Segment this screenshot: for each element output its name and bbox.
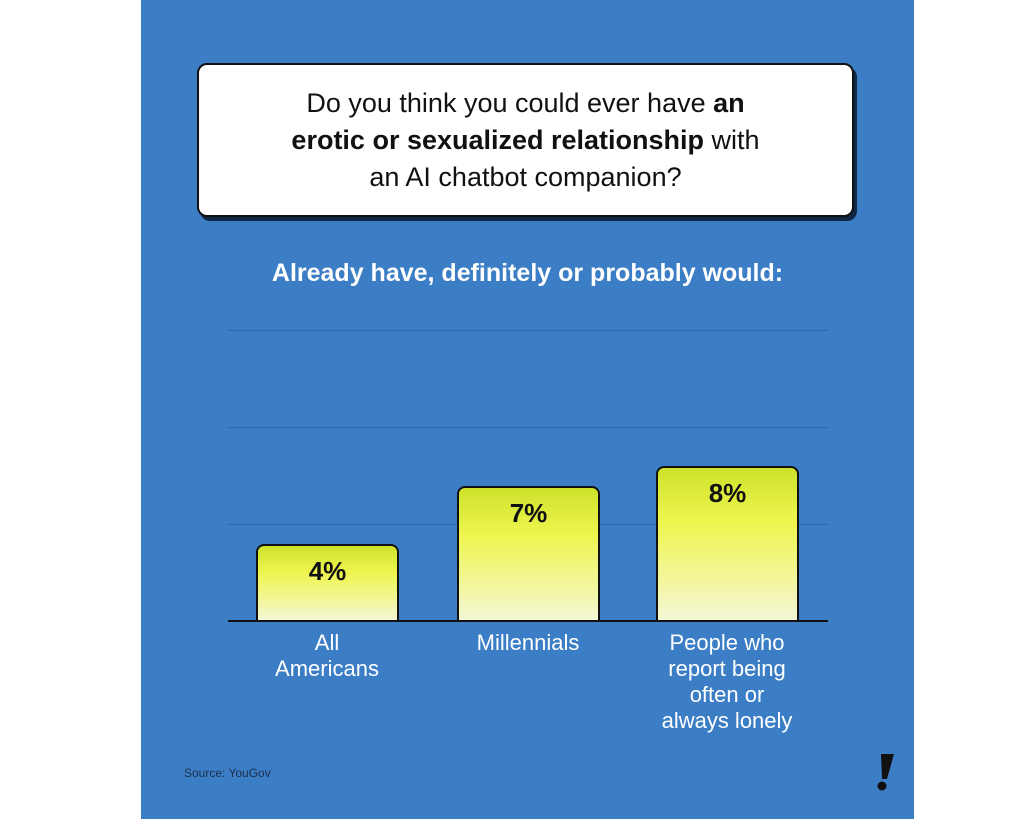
category-line: report being bbox=[668, 656, 786, 681]
question-bold1: an bbox=[713, 87, 745, 118]
category-line: People who bbox=[669, 630, 785, 655]
question-box: Do you think you could ever have an erot… bbox=[197, 63, 854, 217]
category-line: Millennials bbox=[476, 630, 580, 655]
bar-value-label: 8% bbox=[708, 478, 747, 508]
gridline-15 bbox=[228, 330, 828, 331]
gridline-10 bbox=[228, 427, 828, 428]
category-line: Americans bbox=[275, 656, 379, 681]
bar-all-americans: 4% bbox=[256, 544, 399, 621]
bar-value-label: 7% bbox=[509, 498, 548, 528]
question-part1: Do you think you could ever have bbox=[306, 87, 714, 118]
bar-value-label: 4% bbox=[308, 556, 347, 586]
bar-millennials: 7% bbox=[457, 486, 600, 621]
category-label-millennials: Millennials bbox=[428, 630, 628, 656]
bar-lonely: 8% bbox=[656, 466, 799, 621]
exclamation-logo-icon bbox=[877, 754, 894, 791]
category-line: All bbox=[314, 630, 340, 655]
question-bold2: erotic or sexualized relationship bbox=[291, 124, 705, 155]
category-line: always lonely bbox=[661, 708, 793, 733]
question-part3: an AI chatbot companion? bbox=[369, 161, 682, 192]
x-axis-baseline bbox=[228, 620, 828, 622]
source-note: Source: YouGov bbox=[184, 766, 271, 780]
category-line: often or bbox=[689, 682, 765, 707]
category-label-lonely: People who report being often or always … bbox=[627, 630, 827, 734]
question-part2: with bbox=[704, 124, 760, 155]
question-text: Do you think you could ever have an erot… bbox=[251, 85, 799, 196]
category-label-all-americans: All Americans bbox=[227, 630, 427, 682]
chart-subtitle: Already have, definitely or probably wou… bbox=[271, 259, 784, 287]
